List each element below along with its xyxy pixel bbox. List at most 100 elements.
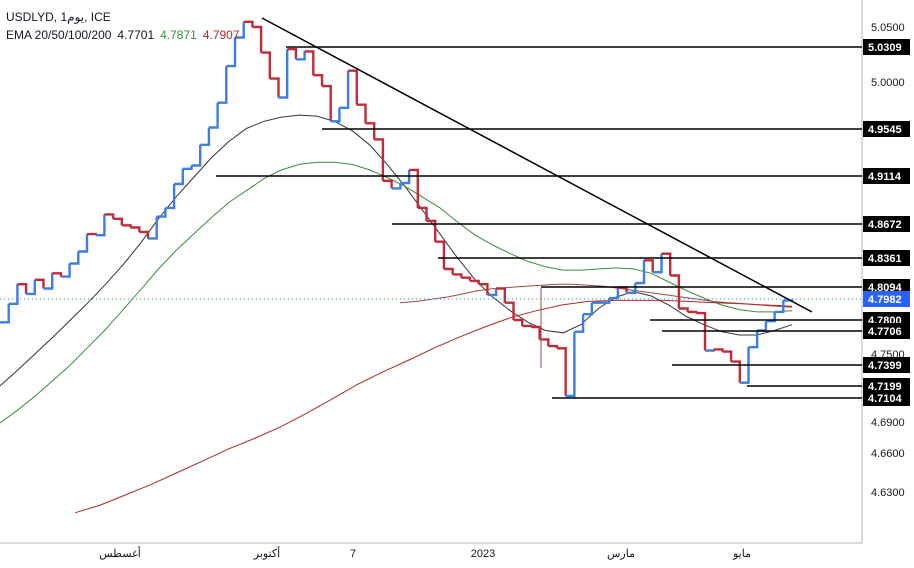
level-label[interactable]: 4.8361 [863,250,910,266]
price-segment [322,84,332,122]
price-segment [513,318,524,326]
price-segment [104,213,115,219]
price-segment [635,260,646,285]
price-segment [304,50,315,76]
price-segment [504,301,515,320]
price-segment [487,288,498,297]
price-segment [365,122,376,140]
ema-line-4 [74,299,793,514]
price-segment [174,168,184,186]
y-tick-label: 5.0000 [871,77,905,89]
price-segment [226,37,237,68]
svg-text:4.7982: 4.7982 [868,294,902,306]
price-segment [43,273,54,290]
price-segment [148,216,158,240]
x-tick-label: 2023 [471,548,495,560]
price-segment [670,274,681,309]
price-segment [496,287,506,303]
x-tick-label: أغسطس [99,546,141,560]
price-segment [252,25,263,53]
y-tick-label: 4.6300 [871,487,905,499]
price-segment [191,144,202,167]
ema-line-2 [0,161,793,424]
price-segment [8,284,19,305]
level-label[interactable]: 4.9545 [863,121,910,137]
price-segment [243,20,254,27]
price-segment [574,314,585,333]
price-segment [478,283,489,295]
price-segment [652,253,663,274]
price-segment [687,310,698,314]
price-segment [435,240,446,269]
price-segment [269,77,280,98]
price-segment [739,347,750,384]
svg-text:4.8361: 4.8361 [868,253,902,265]
price-segment [69,251,80,265]
price-segment [557,347,567,396]
ema-value-3: 4.7907 [202,28,240,42]
price-segment [330,107,341,123]
trend-line [261,17,813,313]
price-segment [95,214,106,237]
level-label[interactable]: 4.8672 [863,216,910,232]
ema-value-1: 4.7701 [117,28,155,42]
price-segment [78,234,89,253]
price-segment [278,49,289,99]
price-segment [208,102,219,129]
x-tick-label: أكتوبر [253,546,280,560]
price-segment [165,184,176,210]
price-segment [417,206,428,221]
level-price-labels[interactable]: 5.0309 4.9545 4.9114 4.8672 4.8361 4.809… [863,39,910,406]
price-segment [600,298,611,304]
price-segment [443,267,454,275]
x-tick-label: مايو [732,548,751,560]
price-segment [356,103,367,124]
price-segment [17,283,28,294]
level-label[interactable]: 5.0309 [863,39,910,55]
x-tick-label: مارس [607,548,635,560]
price-segment [530,325,541,340]
svg-text:4.7706: 4.7706 [868,326,902,338]
level-label[interactable]: 4.7399 [863,357,910,373]
price-segment [0,303,10,324]
price-segment [295,51,306,61]
ema-legend-row: EMA 20/50/100/200 4.7701 4.7871 4.7907 [6,26,240,44]
price-segment [87,232,97,236]
price-segment [539,338,550,347]
price-segment [644,259,654,273]
level-label[interactable]: 4.7104 [863,390,910,406]
level-label[interactable]: 4.9114 [863,168,910,184]
svg-text:4.7104: 4.7104 [868,393,903,405]
current-price-label[interactable]: 4.7982 [863,291,910,307]
price-segment [34,278,45,289]
price-segment [217,66,228,104]
price-segment [774,300,785,314]
price-segment [409,168,419,208]
price-segment [783,299,794,302]
chart-legend: USDLYD, 1يوم, ICE EMA 20/50/100/200 4.770… [6,8,240,44]
price-segment [391,183,402,190]
price-segment [661,252,672,276]
price-segment [374,138,385,181]
price-segment [348,69,358,105]
y-tick-label: 5.0500 [871,22,905,34]
price-segment [26,279,36,296]
level-label[interactable]: 4.7706 [863,323,910,339]
price-segment [139,230,150,239]
svg-text:5.0309: 5.0309 [868,42,902,54]
price-segment [748,330,759,349]
price-segment [200,127,211,146]
price-segment [339,70,350,109]
y-axis-ticks: 5.0500 5.0000 4.7500 4.6900 4.6600 4.630… [871,22,905,499]
svg-text:4.9114: 4.9114 [868,171,902,183]
price-segment [609,287,620,300]
price-segment [583,302,593,316]
price-segment [705,349,715,352]
price-segment [722,350,733,362]
y-tick-label: 4.6900 [871,417,905,429]
svg-text:4.7399: 4.7399 [868,360,902,372]
ema-line-3 [399,283,793,308]
price-segment [565,331,576,398]
